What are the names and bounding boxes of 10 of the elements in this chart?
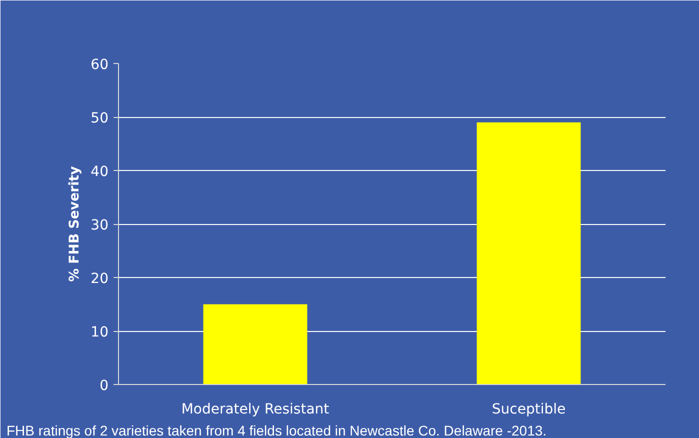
y-tick-label: 10 <box>90 324 109 340</box>
y-tick-label: 0 <box>100 378 109 394</box>
y-tick-label: 30 <box>90 218 109 234</box>
x-tick-label: Moderately Resistant <box>181 402 330 418</box>
x-tick-label: Suceptible <box>492 402 566 418</box>
y-tick-label: 20 <box>90 271 109 287</box>
y-tick-label: 60 <box>90 57 109 73</box>
y-axis-title: % FHB Severity <box>68 166 83 282</box>
y-tick-label: 40 <box>90 164 109 180</box>
y-tick-label: 50 <box>90 110 109 126</box>
